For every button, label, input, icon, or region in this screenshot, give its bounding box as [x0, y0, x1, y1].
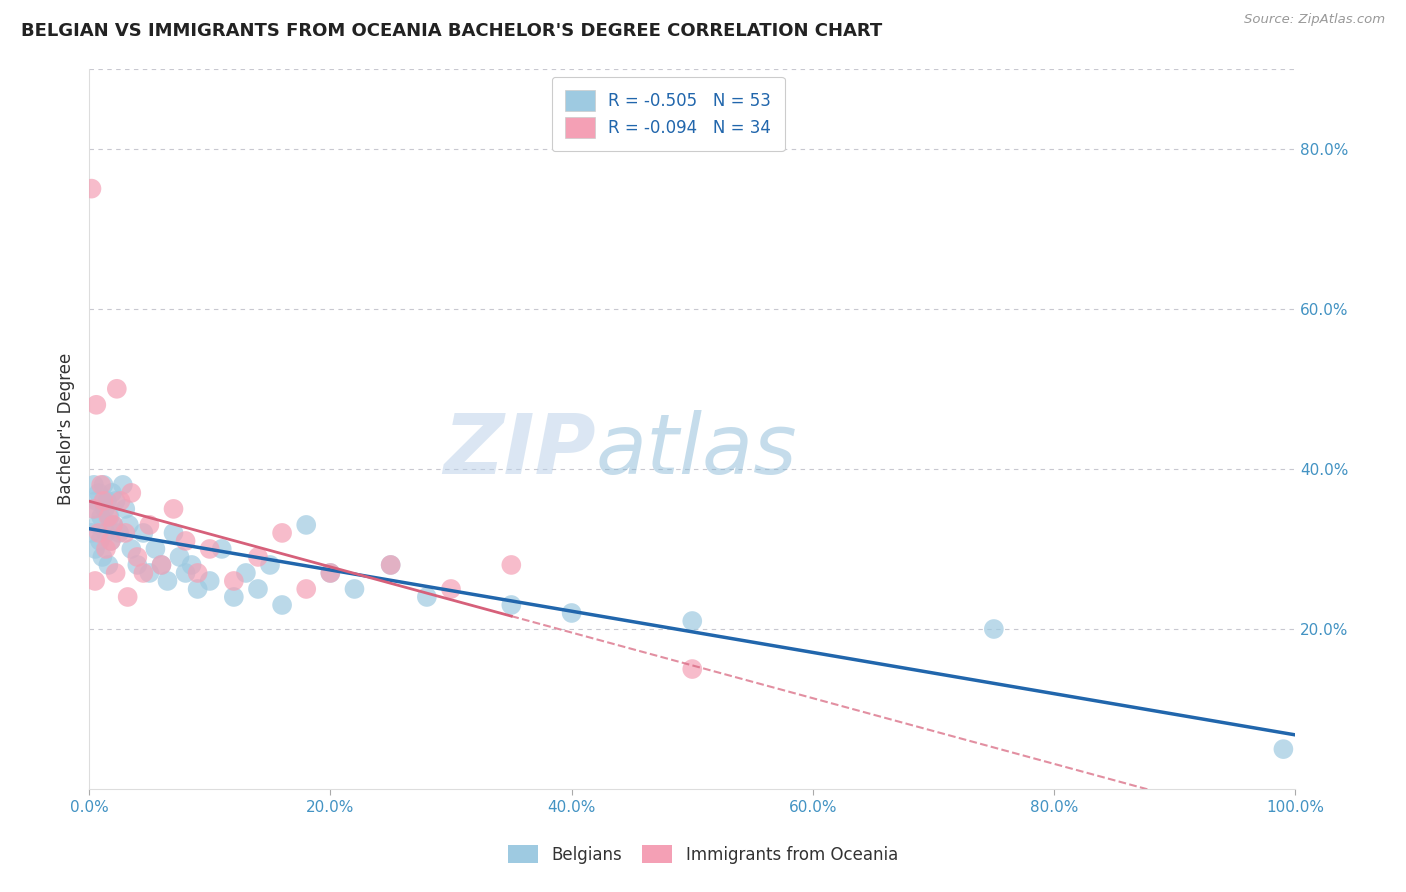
Point: [89, 533, 111, 548]
Point: [246, 582, 269, 596]
Point: [108, 525, 131, 540]
Point: [127, 549, 149, 564]
Point: [110, 494, 132, 508]
Point: [319, 566, 342, 580]
Point: [84, 398, 107, 412]
Point: [93, 478, 115, 492]
Point: [94, 541, 117, 556]
Point: [100, 533, 122, 548]
Legend: R = -0.505   N = 53, R = -0.094   N = 34: R = -0.505 N = 53, R = -0.094 N = 34: [551, 77, 785, 151]
Point: [222, 574, 245, 588]
Point: [174, 566, 197, 580]
Y-axis label: Bachelor's Degree: Bachelor's Degree: [58, 352, 75, 505]
Point: [380, 558, 402, 572]
Point: [561, 606, 583, 620]
Point: [150, 558, 173, 572]
Point: [114, 502, 136, 516]
Point: [111, 478, 134, 492]
Point: [343, 582, 366, 596]
Legend: Belgians, Immigrants from Oceania: Belgians, Immigrants from Oceania: [502, 838, 904, 871]
Point: [84, 574, 107, 588]
Point: [235, 566, 257, 580]
Point: [100, 533, 122, 548]
Point: [98, 509, 121, 524]
Point: [90, 478, 112, 492]
Point: [1272, 742, 1295, 756]
Point: [169, 549, 191, 564]
Point: [93, 494, 115, 508]
Point: [132, 525, 155, 540]
Point: [681, 614, 703, 628]
Point: [120, 541, 142, 556]
Point: [87, 486, 110, 500]
Point: [380, 558, 402, 572]
Point: [150, 558, 173, 572]
Point: [97, 558, 120, 572]
Point: [101, 486, 124, 500]
Point: [80, 181, 103, 195]
Point: [80, 525, 103, 540]
Point: [145, 541, 167, 556]
Point: [91, 549, 114, 564]
Point: [295, 582, 318, 596]
Point: [222, 590, 245, 604]
Point: [90, 509, 112, 524]
Point: [187, 582, 209, 596]
Point: [440, 582, 463, 596]
Point: [138, 566, 160, 580]
Point: [127, 558, 149, 572]
Point: [681, 662, 703, 676]
Point: [120, 486, 142, 500]
Point: [198, 541, 221, 556]
Point: [104, 494, 127, 508]
Point: [180, 558, 202, 572]
Point: [94, 525, 117, 540]
Point: [501, 598, 523, 612]
Point: [138, 517, 160, 532]
Point: [319, 566, 342, 580]
Text: BELGIAN VS IMMIGRANTS FROM OCEANIA BACHELOR'S DEGREE CORRELATION CHART: BELGIAN VS IMMIGRANTS FROM OCEANIA BACHE…: [21, 22, 883, 40]
Point: [104, 566, 127, 580]
Point: [211, 541, 233, 556]
Point: [97, 509, 120, 524]
Point: [132, 566, 155, 580]
Point: [187, 566, 209, 580]
Text: Source: ZipAtlas.com: Source: ZipAtlas.com: [1244, 13, 1385, 27]
Point: [103, 517, 125, 532]
Point: [86, 517, 108, 532]
Point: [156, 574, 179, 588]
Point: [501, 558, 523, 572]
Point: [96, 494, 118, 508]
Point: [174, 533, 197, 548]
Point: [117, 590, 139, 604]
Point: [105, 382, 128, 396]
Point: [87, 525, 110, 540]
Point: [271, 525, 294, 540]
Text: atlas: atlas: [596, 410, 797, 491]
Point: [295, 517, 318, 532]
Point: [983, 622, 1005, 636]
Point: [259, 558, 281, 572]
Point: [198, 574, 221, 588]
Point: [246, 549, 269, 564]
Point: [118, 517, 141, 532]
Point: [114, 525, 136, 540]
Point: [162, 502, 184, 516]
Point: [94, 502, 117, 516]
Point: [84, 494, 107, 508]
Point: [84, 541, 107, 556]
Point: [83, 478, 105, 492]
Point: [103, 517, 125, 532]
Point: [82, 502, 104, 516]
Point: [271, 598, 294, 612]
Point: [83, 502, 105, 516]
Point: [162, 525, 184, 540]
Point: [416, 590, 439, 604]
Text: ZIP: ZIP: [443, 410, 596, 491]
